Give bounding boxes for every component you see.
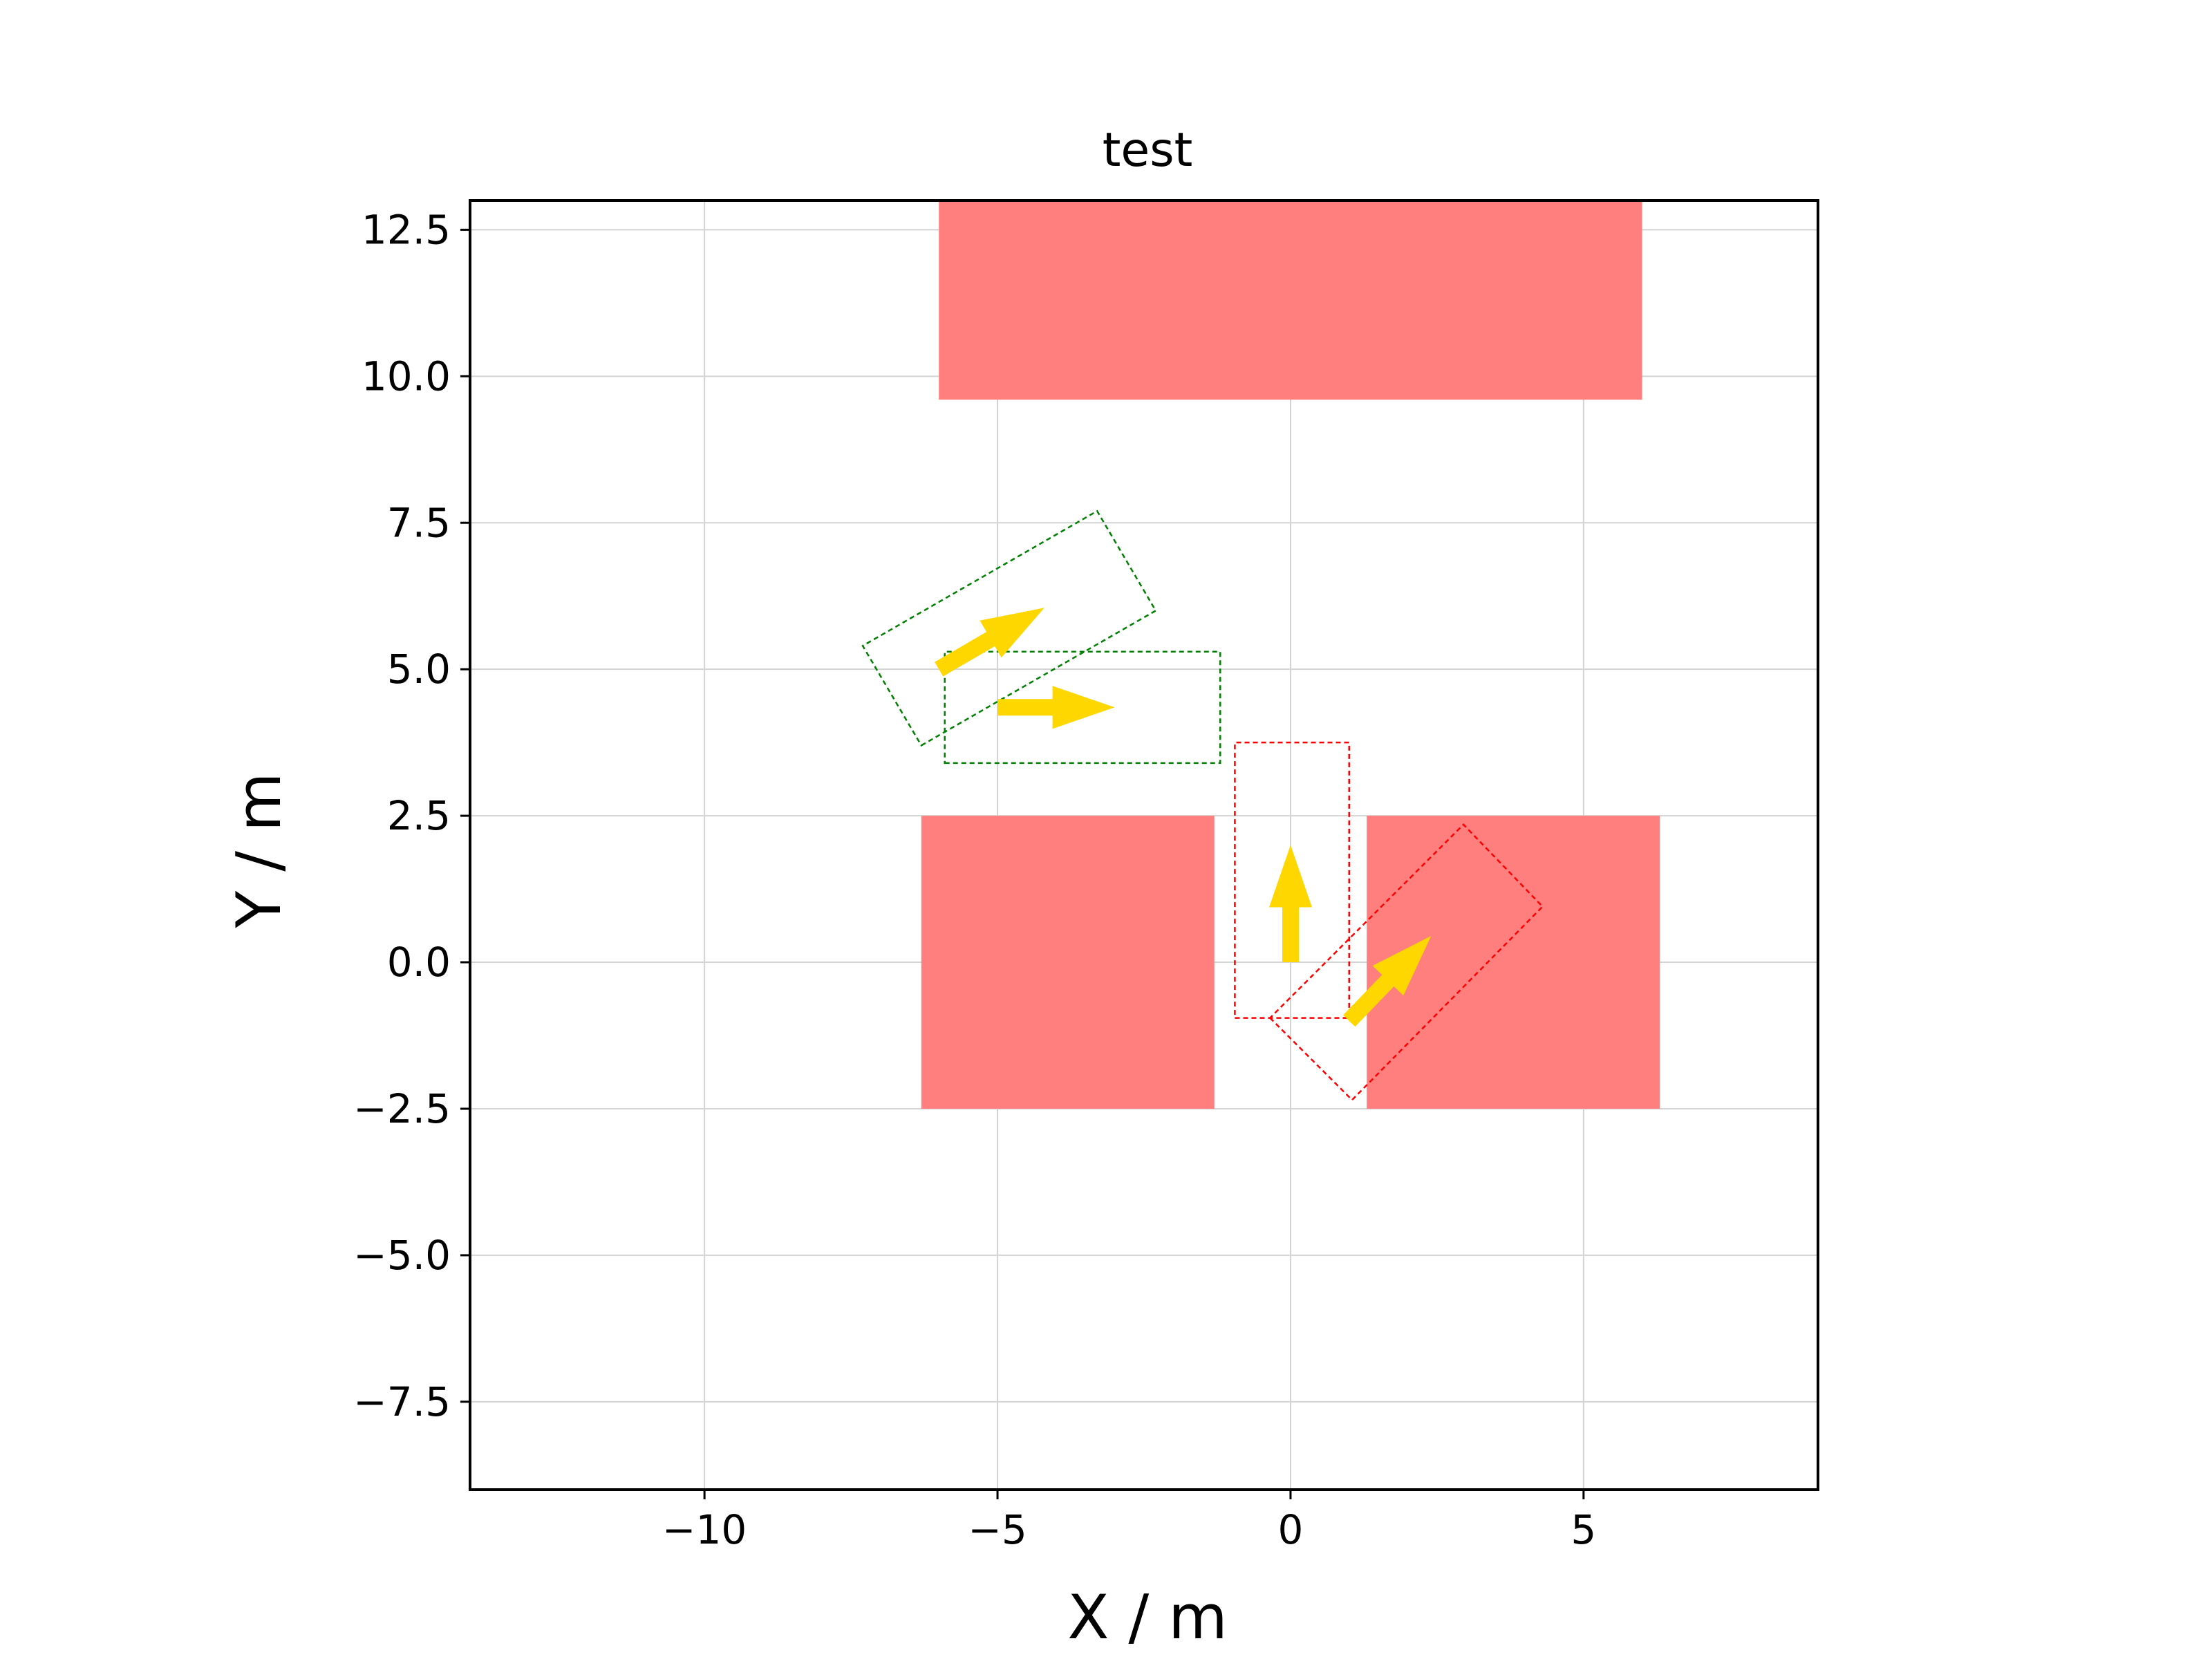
obstacle-bottom-left (921, 816, 1215, 1109)
axes-frame (469, 199, 1819, 1491)
heading-arrow-start-rotated (1343, 935, 1432, 1027)
y-tick-label: 2.5 (387, 792, 451, 839)
heading-arrows (935, 608, 1432, 1027)
start-footprint-vertical (1234, 741, 1350, 1019)
obstacle-top (939, 200, 1642, 400)
y-axis-label: Y / m (223, 772, 294, 928)
heading-arrow-start-vertical (1269, 845, 1312, 962)
goal-footprint-axis (944, 650, 1221, 765)
x-tick-label: −10 (662, 1506, 747, 1553)
y-tick-label: 12.5 (362, 206, 451, 253)
x-tick-label: 5 (1571, 1506, 1596, 1553)
y-axis-ticks: −7.5 −5.0 −2.5 0.0 2.5 5.0 7.5 10.0 12.5 (353, 206, 470, 1425)
x-axis-label: X / m (1067, 1582, 1228, 1653)
x-tick-label: −5 (968, 1506, 1027, 1553)
chart-title: test (1103, 123, 1193, 178)
plot-area (469, 199, 1819, 1491)
y-tick-label: 10.0 (362, 353, 451, 400)
y-tick-label: 7.5 (387, 499, 451, 546)
vehicle-footprints (861, 509, 1544, 1102)
obstacles (921, 200, 1660, 1109)
start-footprint-rotated (1268, 823, 1544, 1102)
y-tick-label: −7.5 (353, 1378, 451, 1425)
y-tick-label: −2.5 (353, 1085, 451, 1132)
heading-arrow-goal-rotated (935, 608, 1044, 677)
y-tick-label: 0.0 (387, 939, 451, 986)
x-tick-label: 0 (1278, 1506, 1304, 1553)
heading-arrow-goal-axis (997, 686, 1115, 729)
x-axis-ticks: −10 −5 0 5 (662, 1490, 1596, 1553)
y-tick-label: 5.0 (387, 646, 451, 693)
goal-footprint-rotated (861, 509, 1157, 747)
y-tick-label: −5.0 (353, 1232, 451, 1279)
